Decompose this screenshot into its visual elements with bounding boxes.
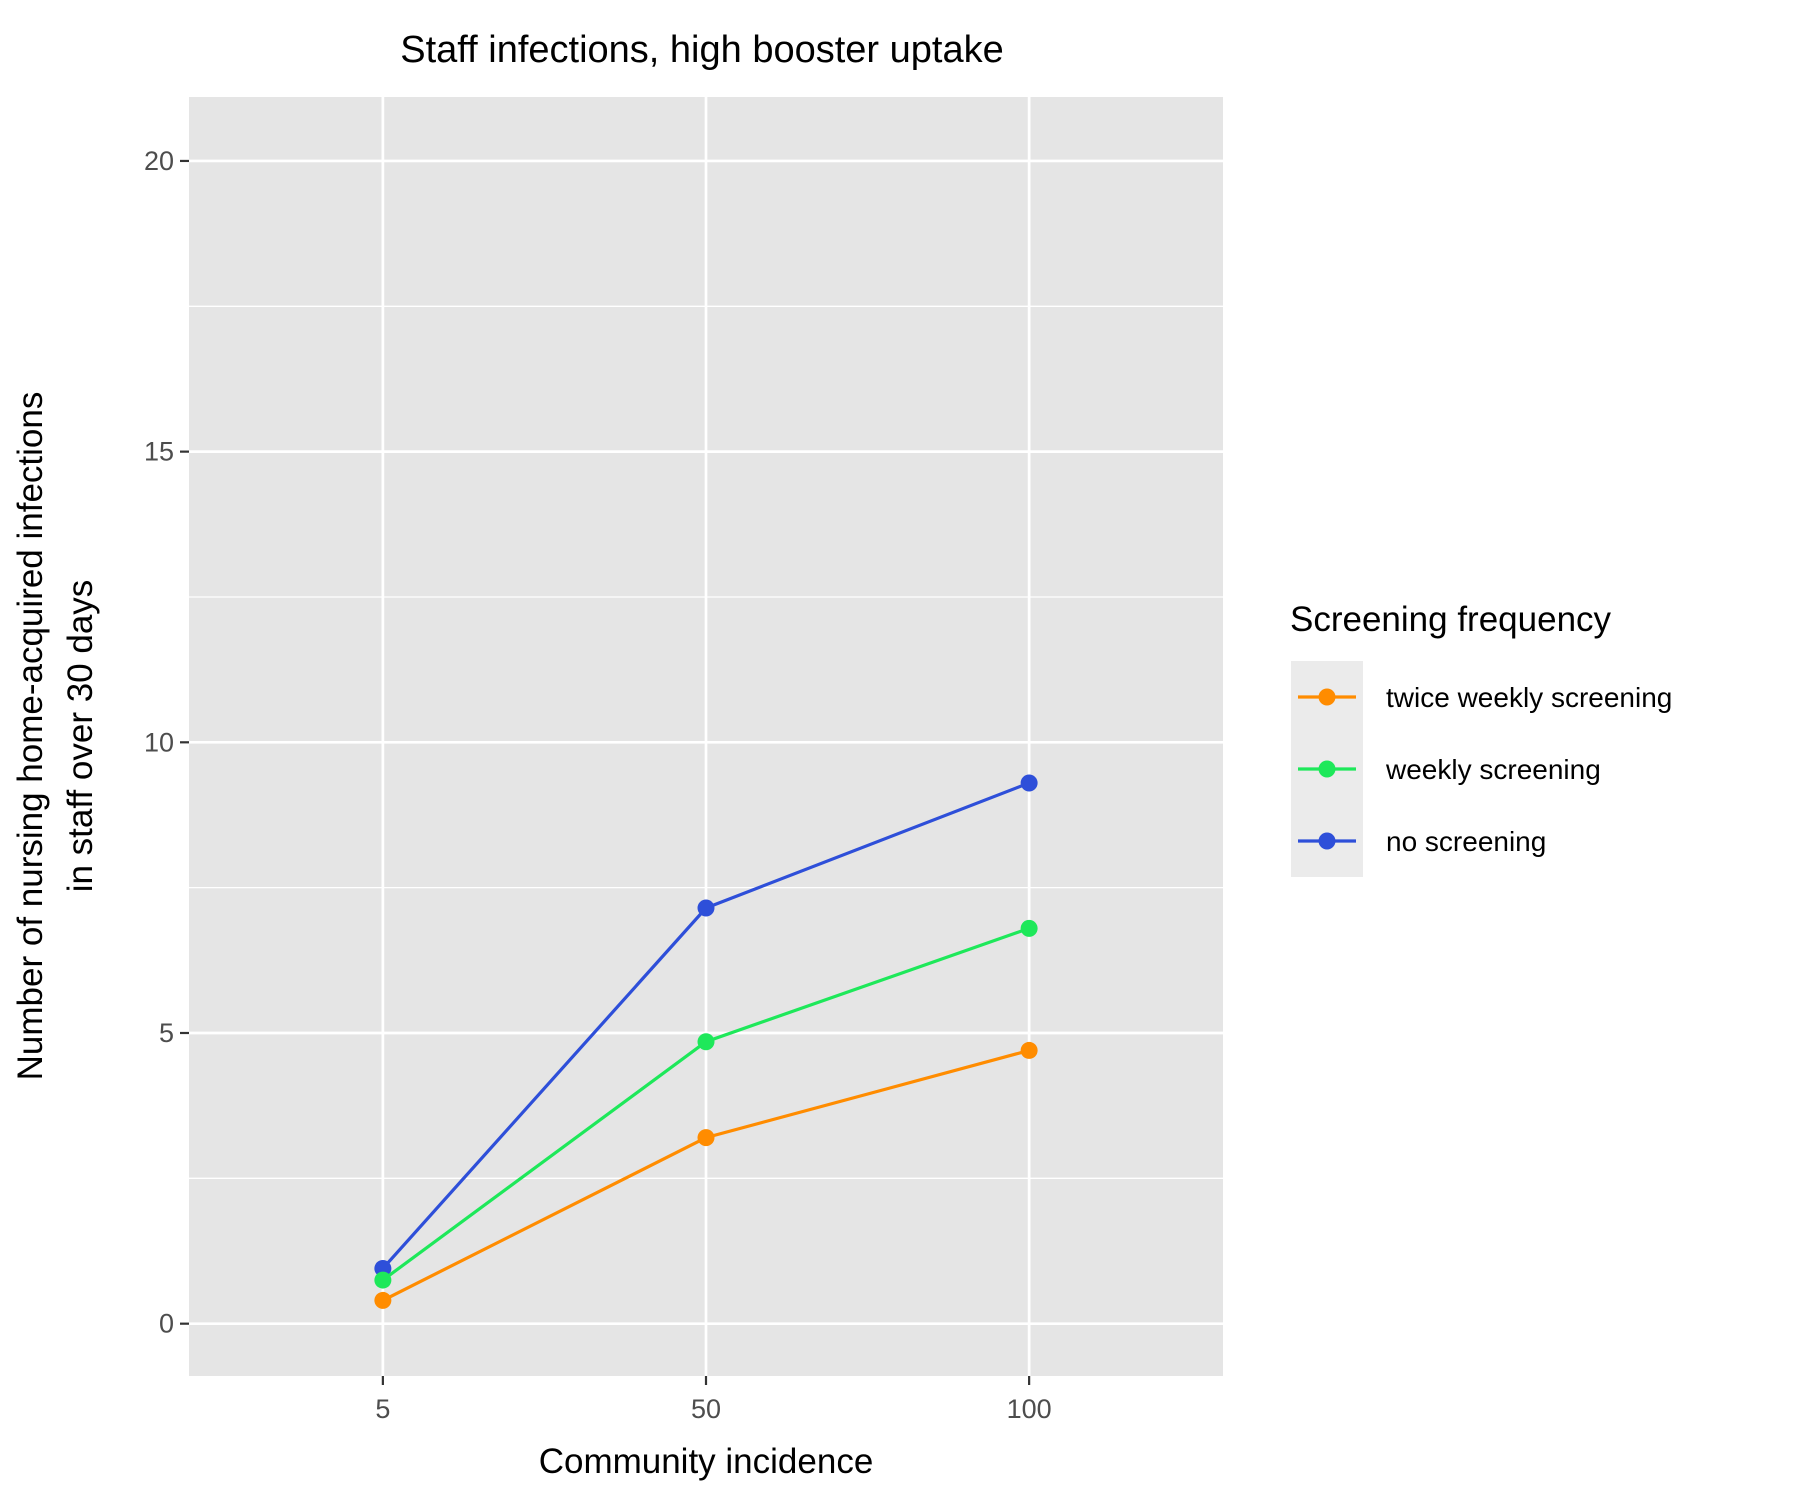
x-axis-title: Community incidence (539, 1442, 874, 1481)
legend-title: Screening frequency (1290, 600, 1612, 639)
y-tick-label: 20 (144, 146, 174, 176)
data-point (697, 1033, 715, 1051)
legend-key-point (1318, 760, 1336, 778)
x-tick-label: 50 (691, 1394, 721, 1424)
legend-label: twice weekly screening (1386, 682, 1672, 713)
series-weekly-screening (374, 919, 1038, 1289)
data-point (374, 1291, 392, 1309)
series-twice-weekly-screening (374, 1041, 1038, 1309)
legend: Screening frequency twice weekly screeni… (1290, 600, 1672, 877)
y-axis-title: Number of nursing home-acquired infectio… (11, 392, 100, 1081)
x-tick-label: 100 (1007, 1394, 1052, 1424)
data-point (374, 1259, 392, 1277)
y-axis-title-line-1: Number of nursing home-acquired infectio… (11, 392, 50, 1081)
data-point (1020, 919, 1038, 937)
x-axis: 5 50 100 (375, 1376, 1052, 1424)
legend-label: weekly screening (1385, 754, 1601, 785)
series-layer (374, 774, 1038, 1309)
legend-key-point (1318, 688, 1336, 706)
y-tick-label: 5 (159, 1018, 174, 1048)
legend-item: no screening (1298, 826, 1546, 857)
y-axis-title-line-2: in staff over 30 days (61, 580, 100, 893)
data-point (1020, 1041, 1038, 1059)
x-tick-label: 5 (375, 1394, 390, 1424)
y-tick-label: 10 (144, 727, 174, 757)
legend-key-point (1318, 832, 1336, 850)
legend-items: twice weekly screening weekly screening no… (1298, 682, 1672, 857)
series-no-screening (374, 774, 1038, 1277)
legend-item: weekly screening (1298, 754, 1601, 785)
chart-title: Staff infections, high booster uptake (400, 29, 1003, 71)
legend-item: twice weekly screening (1298, 682, 1672, 713)
grid-lines (189, 97, 1223, 1376)
data-point (1020, 774, 1038, 792)
y-axis: 0 5 10 15 20 (144, 146, 189, 1339)
legend-label: no screening (1386, 826, 1546, 857)
data-point (697, 899, 715, 917)
data-point (374, 1271, 392, 1289)
y-tick-label: 0 (159, 1309, 174, 1339)
y-tick-label: 15 (144, 437, 174, 467)
data-point (697, 1129, 715, 1147)
